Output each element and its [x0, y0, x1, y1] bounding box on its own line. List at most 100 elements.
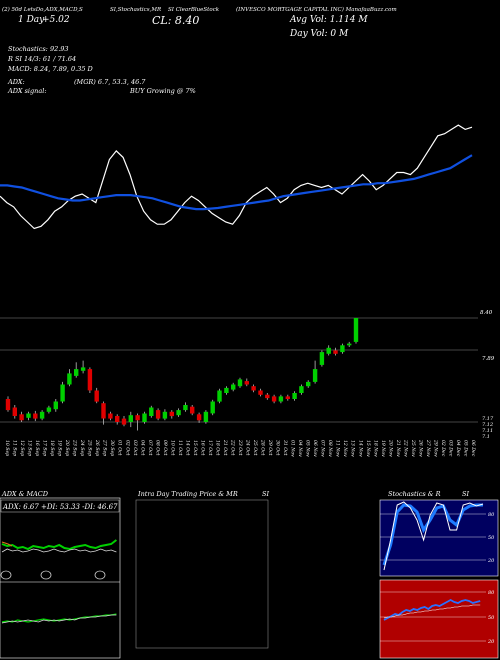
adx-panel-frame: [0, 497, 121, 659]
adx-label: ADX:: [7, 78, 25, 86]
stoch-label-50: 50: [488, 535, 495, 541]
date-label: 15 Oct: [192, 440, 198, 456]
candle-body: [265, 394, 270, 399]
header-title: (INVESCO MORTGAGE CAPITAL INC) ManafaaBu…: [236, 6, 397, 13]
candle-body: [292, 393, 297, 399]
candle-body: [121, 418, 127, 425]
date-label: 23 Sep: [72, 439, 78, 456]
price-label-low-c: 7.11: [482, 428, 493, 434]
candle-body: [115, 416, 120, 422]
candle-body: [26, 413, 31, 418]
candle-body: [19, 414, 24, 421]
candle-body: [258, 390, 263, 395]
price-label-top: 8.40: [480, 310, 493, 316]
candle-body: [306, 381, 311, 387]
adx-plus-di-line: [1, 539, 118, 551]
date-label: 11 Oct: [177, 440, 183, 456]
date-label: 25 Sep: [87, 439, 93, 456]
rsi-label-20: 20: [487, 639, 495, 645]
candle-body: [87, 369, 93, 391]
rsi-label-80: 80: [488, 590, 495, 596]
date-label: 05 Dec: [463, 440, 469, 457]
stochastics-rsi-panel: Stochastics & R SI 80 50 20 80 50 20: [379, 490, 499, 659]
candle-body: [231, 384, 236, 390]
date-label: 12 Nov: [342, 440, 348, 457]
avg-vol: Avg Vol: 1.114 M: [289, 15, 368, 25]
candle-body: [176, 410, 181, 416]
date-label: 12 Sep: [19, 440, 25, 456]
candle-body: [33, 413, 38, 419]
date-label: 04 Dec: [455, 440, 461, 457]
date-label: 07 Oct: [147, 440, 153, 456]
date-label: 24 Oct: [245, 439, 251, 456]
candle-body: [183, 405, 188, 411]
candle-body: [271, 396, 277, 402]
date-label: 17 Sep: [42, 440, 48, 456]
date-label: 09 Oct: [162, 440, 168, 456]
date-label: 11 Sep: [12, 440, 18, 456]
candle-body: [340, 345, 345, 353]
adx-lines: [0, 539, 118, 580]
date-label: 27 Nov: [425, 439, 431, 457]
candle-body: [128, 415, 133, 422]
stoch-label-80: 80: [488, 512, 495, 518]
date-label: 20 Nov: [387, 439, 393, 457]
header-row1-mid: SI,Stochastics,MR: [110, 7, 161, 13]
candle-body: [101, 403, 106, 419]
candle-body: [224, 387, 229, 393]
date-label: 22 Oct: [230, 439, 236, 456]
date-label: 21 Nov: [395, 439, 401, 457]
date-axis: 10 Sep 11 Sep 12 Sep 13 Sep 16 Sep 17 Sep 18 S…: [4, 439, 476, 457]
candle-body: [46, 407, 52, 412]
date-label: 02 Oct: [124, 440, 130, 456]
adx-signal-label: ADX signal:: [7, 87, 47, 95]
macd-signal-line: [1, 614, 117, 624]
stoch-lines: [382, 501, 484, 571]
date-label: 22 Nov: [402, 439, 408, 457]
candle-body: [244, 381, 249, 385]
candle-body: [94, 390, 99, 402]
candle-body: [203, 411, 209, 422]
date-label: 28 Oct: [260, 439, 266, 456]
candle-body: [319, 352, 325, 365]
stoch-label-20: 20: [487, 558, 495, 564]
adx-loop-marker: [40, 570, 52, 580]
rsi-background: [379, 579, 499, 659]
date-label: 18 Nov: [372, 440, 378, 457]
price-label-low-a: 7.17: [482, 416, 494, 422]
date-label: 26 Sep: [94, 439, 100, 456]
adx-panel-title: ADX & MACD: [1, 490, 49, 498]
candle-body: [108, 413, 113, 419]
rsi-label-50: 50: [488, 615, 495, 621]
candle-body: [196, 414, 202, 421]
candle-body: [135, 415, 140, 421]
date-label: 26 Nov: [417, 439, 423, 457]
adx-readout-box: [0, 499, 120, 513]
date-label: 04 Oct: [139, 440, 145, 456]
price-line: [0, 124, 473, 230]
date-label: 17 Oct: [207, 440, 213, 456]
day-vol: Day Vol: 0 M: [289, 29, 349, 39]
candle-body: [80, 367, 86, 371]
candle-body: [5, 399, 11, 411]
date-label: 15 Nov: [365, 440, 371, 457]
candle-body: [149, 407, 154, 416]
candle-body: [353, 318, 359, 342]
intraday-title: Intra Day Trading Price & MR: [137, 490, 238, 498]
candle-body: [299, 386, 304, 393]
date-label: 16 Sep: [34, 440, 40, 456]
date-label: 19 Nov: [380, 440, 386, 457]
price-label-mid: 7.89: [482, 356, 495, 362]
candle-body: [12, 407, 17, 416]
stoch-d-line: [382, 503, 483, 566]
adx-line: [1, 541, 13, 547]
date-label: 27 Sep: [102, 439, 108, 456]
adx-loop-marker: [0, 570, 12, 580]
adx-macd-panel: ADX & MACD ADX: 6.67 +DI: 53.33 -DI: 46.…: [0, 490, 121, 659]
price-label-low-d: 7.1: [482, 434, 490, 440]
date-label: 23 Oct: [237, 439, 243, 456]
candle-body: [162, 411, 168, 419]
day-label: 1 Day: [18, 15, 45, 25]
date-label: 20 Sep: [64, 439, 70, 456]
